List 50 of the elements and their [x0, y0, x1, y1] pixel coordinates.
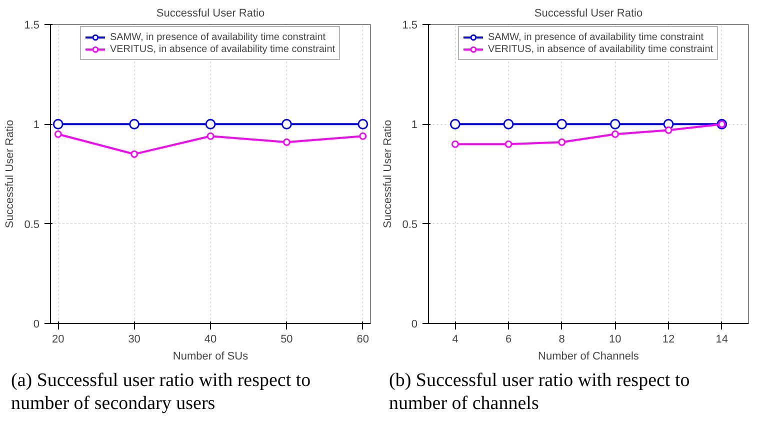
point [129, 118, 140, 130]
text: (b) Successful user ratio with respect to number of channels [388, 370, 691, 416]
legend-label: SAMW, in presence of availability time constraint [488, 31, 704, 43]
point [610, 118, 620, 130]
legend-label: SAMW, in presence of availability time constraint [110, 31, 326, 43]
x-tick-label: 50 [280, 334, 293, 346]
x-axis-title: Number of SUs [172, 350, 249, 362]
y-tick-label: 1 [33, 119, 40, 132]
point [205, 118, 216, 130]
point [611, 130, 619, 138]
point [556, 118, 568, 130]
x-tick-label: 40 [204, 334, 217, 346]
text: (a) Successful user ratio with respect to number of secondary users [10, 370, 312, 416]
point [359, 132, 367, 140]
y-tick-label: 1 [411, 119, 418, 132]
point [130, 150, 138, 158]
y-axis-title: Successful User Ratio [4, 120, 16, 228]
y-tick-label: 0.5 [24, 218, 40, 231]
point [206, 132, 214, 140]
y-tick-label: 1.5 [24, 20, 40, 32]
y-tick-label: 0.5 [402, 218, 418, 231]
x-tick-label: 12 [662, 334, 675, 346]
chart-title: Successful User Ratio [534, 8, 643, 20]
x-tick-label: 8 [558, 334, 565, 346]
x-tick-label: 6 [505, 334, 512, 346]
chart-title: Successful User Ratio [156, 8, 265, 20]
y-tick-label: 0 [33, 318, 40, 330]
x-tick-label: 10 [609, 334, 622, 346]
point [503, 118, 514, 130]
x-tick-label: 30 [128, 334, 140, 346]
point [558, 138, 566, 146]
legend-label: VERITUS, in absence of availability time constraint [110, 43, 336, 55]
x-tick-label: 14 [716, 334, 728, 346]
y-tick-label: 0 [411, 318, 418, 330]
point [52, 118, 64, 130]
x-axis-title: Number of Channels [538, 350, 640, 362]
point [664, 126, 672, 134]
y-axis-title: Successful User Ratio [382, 120, 394, 228]
point [282, 138, 290, 146]
x-tick-label: 20 [52, 334, 64, 346]
point [450, 118, 460, 130]
x-tick-label: 60 [356, 334, 370, 346]
point [451, 140, 459, 148]
point [54, 130, 62, 138]
point [281, 118, 292, 130]
legend-label: VERITUS, in absence of availability time constraint [488, 43, 714, 55]
x-tick-label: 4 [452, 334, 458, 346]
point [358, 118, 368, 130]
y-tick-label: 1.5 [402, 20, 418, 32]
point [504, 140, 512, 148]
